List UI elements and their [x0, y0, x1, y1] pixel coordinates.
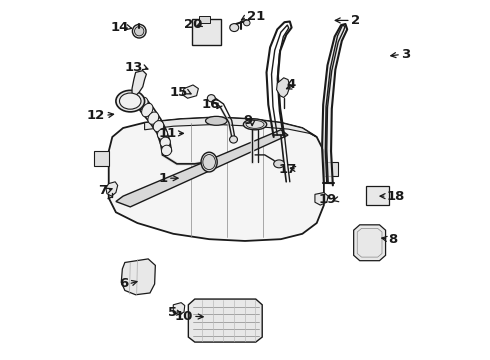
Text: 18: 18: [387, 190, 405, 203]
Polygon shape: [109, 117, 324, 241]
Ellipse shape: [137, 97, 148, 109]
Polygon shape: [132, 71, 147, 96]
Ellipse shape: [148, 112, 159, 124]
Ellipse shape: [132, 24, 146, 38]
Text: 16: 16: [201, 98, 220, 111]
Text: 14: 14: [110, 21, 128, 34]
Ellipse shape: [230, 24, 239, 32]
Ellipse shape: [160, 137, 171, 148]
Polygon shape: [341, 24, 345, 31]
Text: 15: 15: [170, 86, 188, 99]
Polygon shape: [338, 25, 347, 41]
Ellipse shape: [142, 103, 153, 117]
Polygon shape: [326, 68, 335, 109]
Text: 6: 6: [119, 278, 128, 291]
Text: 1: 1: [159, 172, 168, 185]
Text: 11: 11: [159, 127, 177, 140]
Polygon shape: [116, 130, 288, 207]
Text: 20: 20: [184, 18, 202, 31]
Text: 19: 19: [318, 193, 337, 206]
Text: 12: 12: [87, 109, 105, 122]
Polygon shape: [324, 162, 338, 176]
Polygon shape: [182, 85, 198, 98]
FancyBboxPatch shape: [199, 16, 210, 23]
Text: 5: 5: [168, 306, 177, 319]
Ellipse shape: [244, 119, 267, 130]
Ellipse shape: [116, 90, 145, 112]
Ellipse shape: [162, 145, 172, 156]
Text: 13: 13: [124, 60, 143, 73]
Polygon shape: [122, 259, 155, 295]
Ellipse shape: [274, 160, 285, 168]
Ellipse shape: [230, 136, 238, 143]
Polygon shape: [343, 24, 347, 30]
Polygon shape: [325, 149, 333, 185]
Polygon shape: [315, 193, 328, 205]
FancyBboxPatch shape: [192, 19, 221, 45]
Text: 9: 9: [243, 114, 252, 127]
Ellipse shape: [205, 116, 227, 125]
Polygon shape: [322, 105, 327, 149]
Polygon shape: [276, 78, 290, 98]
Polygon shape: [327, 37, 338, 71]
Text: 8: 8: [389, 233, 398, 246]
Polygon shape: [106, 182, 118, 196]
Polygon shape: [325, 107, 332, 151]
Ellipse shape: [244, 20, 250, 26]
Polygon shape: [322, 148, 328, 184]
Polygon shape: [95, 151, 109, 166]
Text: 17: 17: [279, 163, 297, 176]
Polygon shape: [335, 25, 343, 42]
Polygon shape: [323, 65, 332, 108]
Text: 4: 4: [286, 78, 295, 91]
Text: 3: 3: [401, 48, 410, 61]
Polygon shape: [330, 36, 342, 69]
Text: 7: 7: [98, 184, 107, 197]
Polygon shape: [188, 299, 262, 342]
Text: 21: 21: [247, 10, 265, 23]
Text: 10: 10: [174, 310, 193, 323]
Ellipse shape: [135, 27, 144, 36]
Ellipse shape: [207, 95, 215, 102]
Ellipse shape: [157, 129, 168, 140]
Ellipse shape: [153, 121, 164, 132]
FancyBboxPatch shape: [366, 186, 389, 206]
Polygon shape: [354, 225, 386, 261]
Ellipse shape: [201, 152, 217, 172]
Ellipse shape: [120, 93, 141, 109]
Text: 2: 2: [351, 14, 360, 27]
Polygon shape: [145, 117, 317, 137]
Polygon shape: [173, 303, 185, 315]
